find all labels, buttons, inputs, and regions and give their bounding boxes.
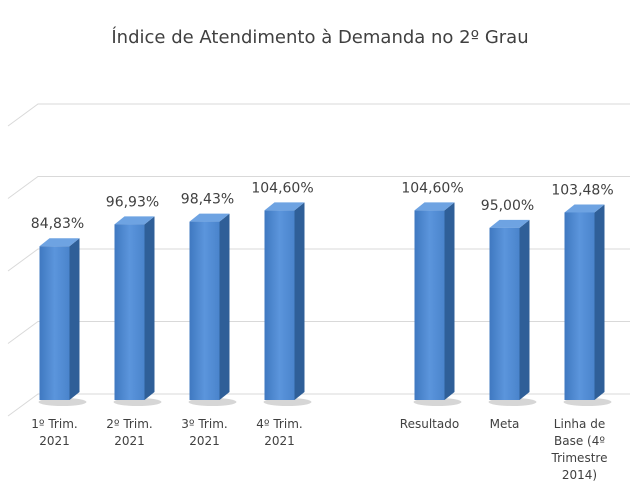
bar-top [414,202,455,211]
bar-side [69,238,80,400]
bar-top [189,213,230,222]
x-tick-label: Resultado [399,417,460,431]
bar-top [264,202,305,211]
bar [39,246,70,400]
x-tick-label: 1º Trim. 2021 [31,417,78,448]
bar-side [519,219,530,400]
data-label: 84,83% [31,216,84,232]
bar-side [294,202,305,400]
bar-side [444,202,455,400]
grid-line [7,248,630,272]
data-label: 104,60% [401,180,463,196]
bar-top [489,219,530,228]
grid-line [7,393,630,417]
bar [564,212,595,400]
bar [189,221,220,400]
data-label: 96,93% [106,194,159,210]
x-tick-label: Linha de Base (4º Trimestre 2014) [551,417,608,482]
bar [114,224,145,400]
data-label: 104,60% [251,180,313,196]
x-tick-label: Meta [489,417,520,431]
data-label: 95,00% [481,198,534,214]
chart-title: Índice de Atendimento à Demanda no 2º Gr… [111,26,528,48]
bar [489,227,520,400]
bar-side [219,213,230,400]
data-label: 103,48% [551,182,613,198]
bar-top [114,216,155,225]
x-tick-label: 2º Trim. 2021 [106,417,153,448]
x-tick-label: 4º Trim. 2021 [256,417,303,448]
grid-line [7,103,630,127]
grid-line [7,176,630,199]
bar [414,210,445,400]
bar-side [144,216,155,400]
bar-side [594,204,605,400]
data-label: 98,43% [181,192,234,208]
x-tick-label: 3º Trim. 2021 [181,417,228,448]
bar-top [564,204,605,213]
bar [264,210,295,400]
bar-top [39,238,80,247]
grid-line [7,321,630,344]
